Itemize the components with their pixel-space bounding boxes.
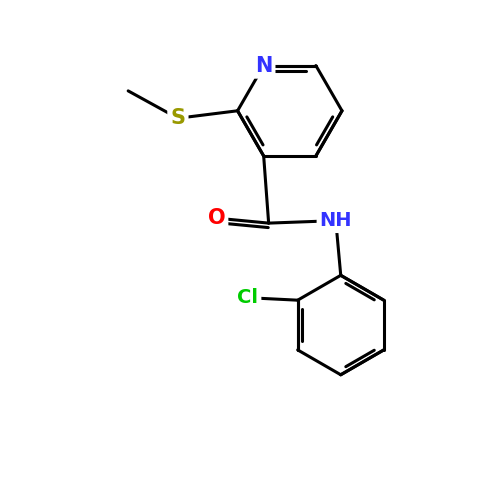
Text: N: N xyxy=(255,56,272,76)
Text: Cl: Cl xyxy=(238,288,258,307)
Text: O: O xyxy=(208,208,225,228)
Text: S: S xyxy=(170,108,186,128)
Text: NH: NH xyxy=(320,211,352,230)
